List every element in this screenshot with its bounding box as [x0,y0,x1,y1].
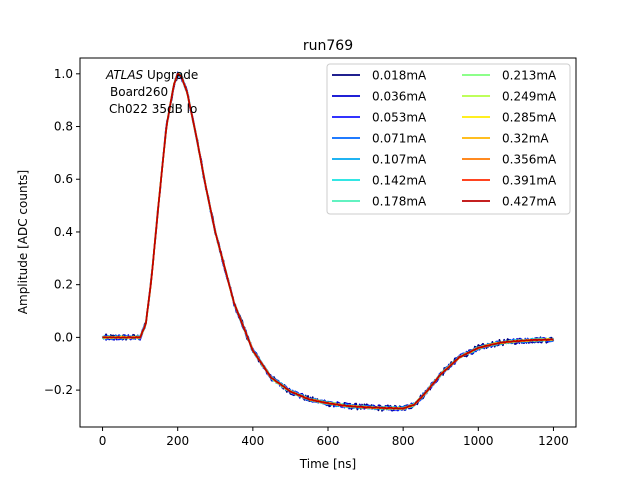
legend-label: 0.285mA [502,111,557,125]
legend-label: 0.249mA [502,90,557,104]
x-tick-label: 800 [392,434,415,448]
annotation: ATLAS Upgrade Board260 Ch022 35dB lo [105,68,198,116]
legend-label: 0.391mA [502,174,557,188]
legend-frame [326,63,571,215]
legend-label: 0.213mA [502,69,557,83]
y-axis: −0.2 0.0 0.2 0.4 0.6 0.8 1.0 [44,67,80,397]
annotation-atlas: ATLAS [105,68,144,82]
annotation-line-2: Board260 [110,85,168,99]
y-tick-label: 0.4 [54,225,73,239]
y-axis-label: Amplitude [ADC counts] [16,170,30,314]
series-layer [101,71,555,412]
x-axis: 0 200 400 600 800 1000 1200 [99,427,569,448]
chart-title: run769 [303,38,353,54]
x-tick-label: 400 [241,434,264,448]
y-tick-label: 0.6 [54,172,73,186]
x-tick-label: 1000 [463,434,494,448]
legend-label: 0.142mA [372,174,427,188]
y-tick-label: −0.2 [44,383,73,397]
legend-label: 0.427mA [502,195,557,209]
x-tick-label: 1200 [538,434,569,448]
legend-entries: 0.018mA 0.036mA 0.053mA 0.071mA 0.107mA 0.142… [332,69,557,209]
x-axis-label: Time [ns] [299,457,356,471]
legend-label: 0.071mA [372,132,427,146]
y-tick-label: 0.8 [54,120,73,134]
legend-label: 0.178mA [372,195,427,209]
legend-label: 0.107mA [372,153,427,167]
legend-label: 0.32mA [502,132,549,146]
x-tick-label: 0 [99,434,107,448]
legend: 0.018mA 0.036mA 0.053mA 0.071mA 0.107mA 0.142… [326,63,571,215]
annotation-upgrade: Upgrade [143,68,198,82]
annotation-line-3: Ch022 35dB lo [109,102,197,116]
annotation-line-1: ATLAS Upgrade [105,68,198,82]
legend-label: 0.036mA [372,90,427,104]
legend-label: 0.053mA [372,111,427,125]
y-tick-label: 1.0 [54,67,73,81]
series-line [102,72,554,410]
x-tick-label: 600 [317,434,340,448]
legend-label: 0.018mA [372,69,427,83]
legend-label: 0.356mA [502,153,557,167]
x-tick-label: 200 [166,434,189,448]
y-tick-label: 0.2 [54,278,73,292]
y-tick-label: 0.0 [54,330,73,344]
